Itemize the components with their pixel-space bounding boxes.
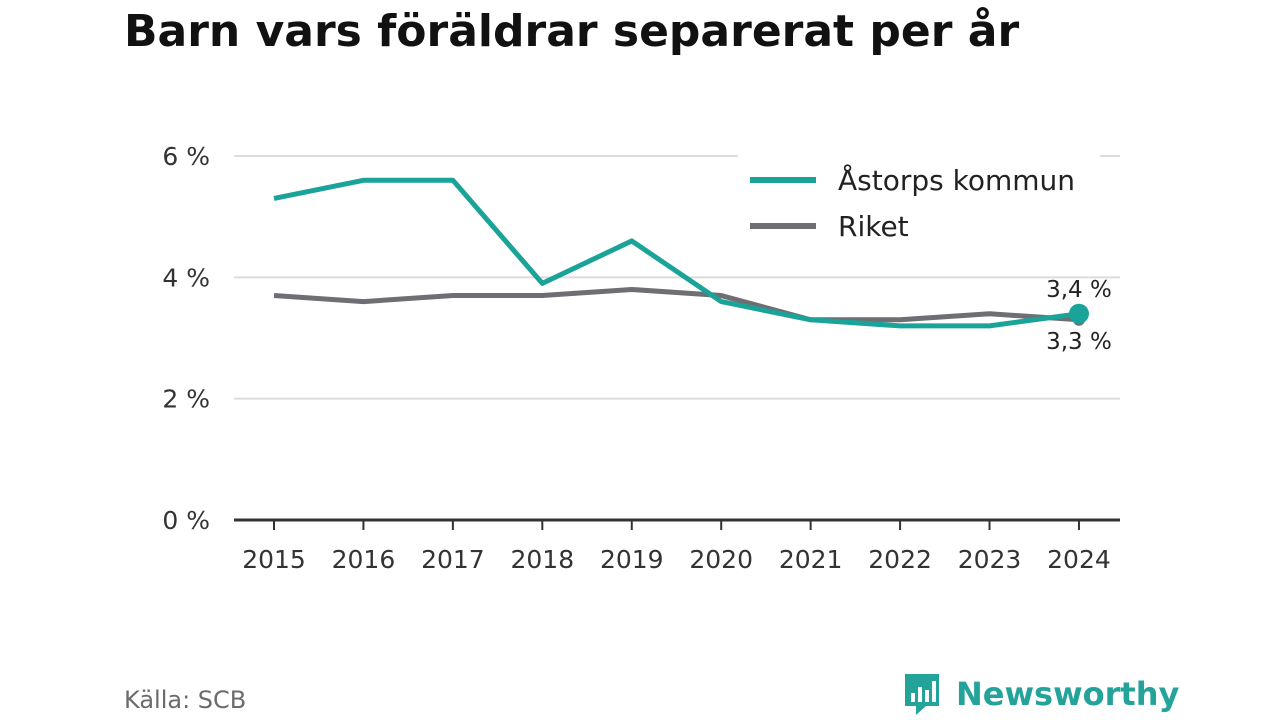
brand: Newsworthy [902,670,1179,718]
y-tick-label: 2 % [162,385,210,414]
x-tick-label: 2020 [689,545,753,574]
source-note: Källa: SCB [124,686,247,714]
legend-label: Åstorps kommun [838,163,1075,197]
x-tick-label: 2023 [958,545,1022,574]
y-tick-label: 4 % [162,263,210,292]
y-tick-label: 0 % [162,506,210,535]
x-tick-label: 2018 [511,545,575,574]
series-line-riket [273,286,1080,323]
x-tick-label: 2024 [1047,545,1111,574]
x-tick-label: 2016 [332,545,396,574]
legend-background [738,146,1100,250]
x-tick-label: 2019 [600,545,664,574]
newsworthy-logo-icon [905,674,939,715]
y-tick-label: 6 % [162,142,210,171]
x-tick-label: 2021 [779,545,843,574]
chart-title: Barn vars föräldrar separerat per år [124,6,1020,57]
x-tick-label: 2015 [242,545,306,574]
legend-label: Riket [838,210,909,243]
end-point-astorps-kommun [1068,303,1089,324]
brand-name: Newsworthy [956,675,1180,713]
series-line-astorps-kommun [273,177,1080,329]
x-tick-label: 2022 [868,545,932,574]
end-label-riket: 3,3 % [1046,329,1112,355]
end-label-astorps-kommun: 3,4 % [1046,277,1112,303]
x-tick-label: 2017 [421,545,485,574]
